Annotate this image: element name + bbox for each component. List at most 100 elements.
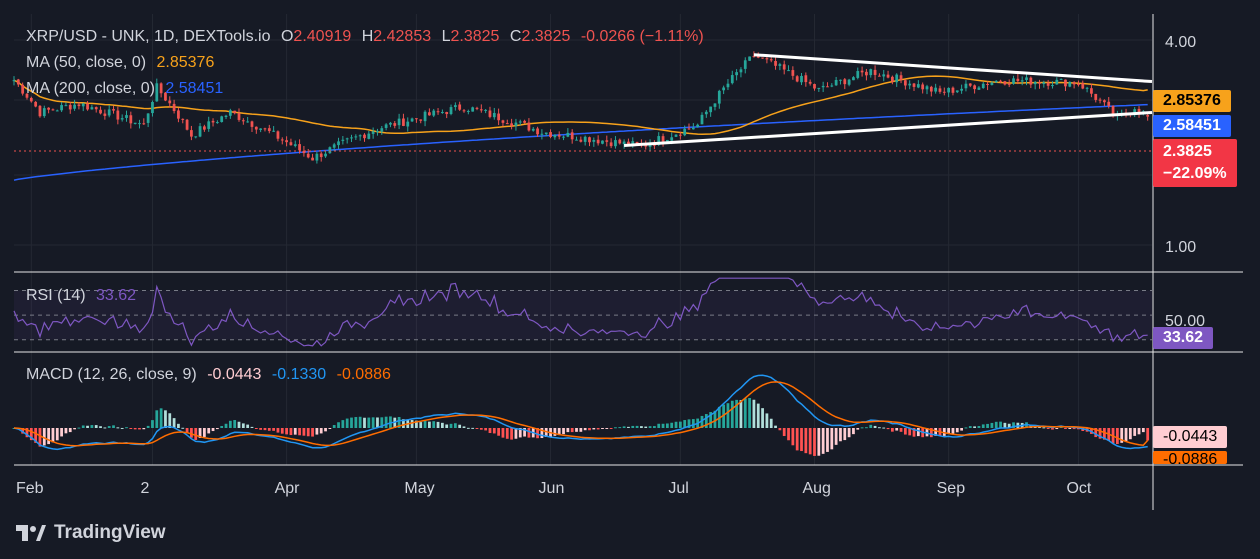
candle-body	[1103, 100, 1106, 103]
macd-hist-bar	[90, 425, 94, 428]
macd-line-value: -0.1330	[271, 366, 327, 383]
rsi-legend[interactable]: RSI (14) 33.62	[26, 287, 142, 305]
macd-hist-bar	[951, 428, 955, 434]
macd-hist-bar	[47, 428, 50, 445]
macd-hist-bar	[250, 426, 254, 428]
candle-body	[436, 111, 440, 113]
candle-body	[951, 87, 955, 93]
candle-body	[653, 144, 656, 146]
candle-body	[185, 119, 189, 130]
macd-hist-bar	[112, 425, 115, 428]
macd-line	[13, 374, 1148, 451]
candle-body	[1107, 101, 1111, 106]
candle-body	[925, 86, 929, 90]
macd-hist-bar	[795, 428, 799, 451]
macd-hist-bar	[821, 428, 825, 454]
macd-hist-bar	[964, 427, 968, 429]
macd-hist-bar	[415, 420, 418, 428]
macd-hist-bar	[955, 428, 959, 433]
ma50-legend[interactable]: MA (50, close, 0) 2.85376	[26, 54, 220, 72]
macd-hist-bar	[410, 420, 414, 428]
macd-hist-bar	[445, 424, 449, 428]
macd-hist-bar	[345, 418, 349, 428]
macd-hist-bar	[778, 428, 782, 431]
candle-body	[808, 81, 812, 84]
candle-body	[596, 139, 600, 144]
ma50-value: 2.85376	[156, 54, 215, 71]
macd-hist-bar	[319, 428, 323, 434]
candle-body	[263, 128, 267, 130]
candle-body	[315, 153, 319, 161]
candle-body	[393, 123, 397, 126]
macd-hist-bar	[254, 428, 258, 429]
candle-body	[479, 109, 483, 111]
macd-hist-bar	[942, 428, 946, 436]
macd-hist-bar	[51, 428, 55, 443]
candle-body	[830, 85, 834, 87]
candle-body	[99, 109, 102, 114]
macd-hist-bar	[328, 428, 332, 429]
candle-body	[332, 144, 336, 148]
candle-body	[1046, 82, 1050, 86]
macd-hist-bar	[181, 427, 185, 429]
ma200-label: MA (200, close, 0)	[26, 80, 155, 97]
macd-hist-bar	[337, 422, 340, 428]
candle-body	[518, 121, 522, 123]
candle-body	[847, 79, 851, 85]
macd-hist-bar	[882, 427, 886, 429]
candle-body	[912, 83, 916, 87]
macd-hist-bar	[791, 428, 795, 446]
macd-hist-bar	[765, 413, 769, 428]
candle-body	[497, 113, 501, 121]
candle-body	[886, 74, 890, 78]
candle-body	[64, 105, 68, 107]
macd-hist-bar	[332, 425, 336, 428]
candle-body	[341, 139, 345, 141]
macd-hist-bar	[263, 428, 267, 431]
candle-body	[90, 107, 94, 110]
macd-label: MACD (12, 26, close, 9)	[26, 366, 197, 383]
macd-hist-bar	[774, 425, 777, 428]
macd-hist-bar	[730, 400, 734, 428]
macd-hist-bar	[653, 426, 656, 428]
macd-hist-bar	[973, 426, 976, 428]
macd-hist-bar	[484, 428, 488, 431]
time-label: Jun	[539, 480, 565, 497]
candle-body	[921, 84, 925, 90]
candle-body	[968, 83, 972, 86]
macd-hist-bar	[1077, 428, 1080, 430]
candle-body	[523, 120, 526, 123]
candle-body	[25, 93, 29, 98]
macd-hist-bar	[1003, 422, 1007, 428]
macd-hist-bar	[852, 428, 855, 435]
macd-hist-bar	[302, 428, 306, 436]
candle-body	[224, 115, 228, 118]
macd-hist-bar	[276, 428, 280, 433]
candle-body	[934, 87, 938, 92]
macd-hist-bar	[198, 428, 202, 438]
last-price-value: 2.3825	[1163, 143, 1212, 160]
candle-body	[1012, 78, 1015, 84]
candle-body	[21, 84, 25, 94]
macd-legend[interactable]: MACD (12, 26, close, 9) -0.0443 -0.1330 …	[26, 366, 397, 384]
candle-body	[1025, 77, 1028, 81]
macd-hist-bar	[1068, 428, 1072, 429]
time-axis-labels: Feb 2 Apr May Jun Jul Aug Sep Oct	[16, 480, 1092, 497]
macd-hist-bar	[129, 428, 133, 429]
symbol-legend[interactable]: XRP/USD - UNK, 1D, DEXTools.io O2.40919 …	[26, 28, 710, 46]
candle-body	[994, 80, 998, 83]
ma200-legend[interactable]: MA (200, close, 0) 2.58451	[26, 80, 229, 98]
macd-hist-bar	[743, 398, 747, 428]
tradingview-logo[interactable]: TradingView	[16, 522, 166, 544]
candle-body	[107, 109, 111, 116]
macd-hist-bar	[1042, 427, 1046, 429]
macd-hist-bar	[562, 428, 565, 435]
candle-body	[648, 144, 652, 147]
candle-body	[873, 69, 877, 75]
candle-body	[458, 104, 462, 110]
candle-body	[756, 56, 760, 58]
macd-hist-bar	[436, 421, 440, 428]
macd-hist-bar	[432, 421, 436, 428]
macd-hist-bar	[839, 428, 842, 442]
